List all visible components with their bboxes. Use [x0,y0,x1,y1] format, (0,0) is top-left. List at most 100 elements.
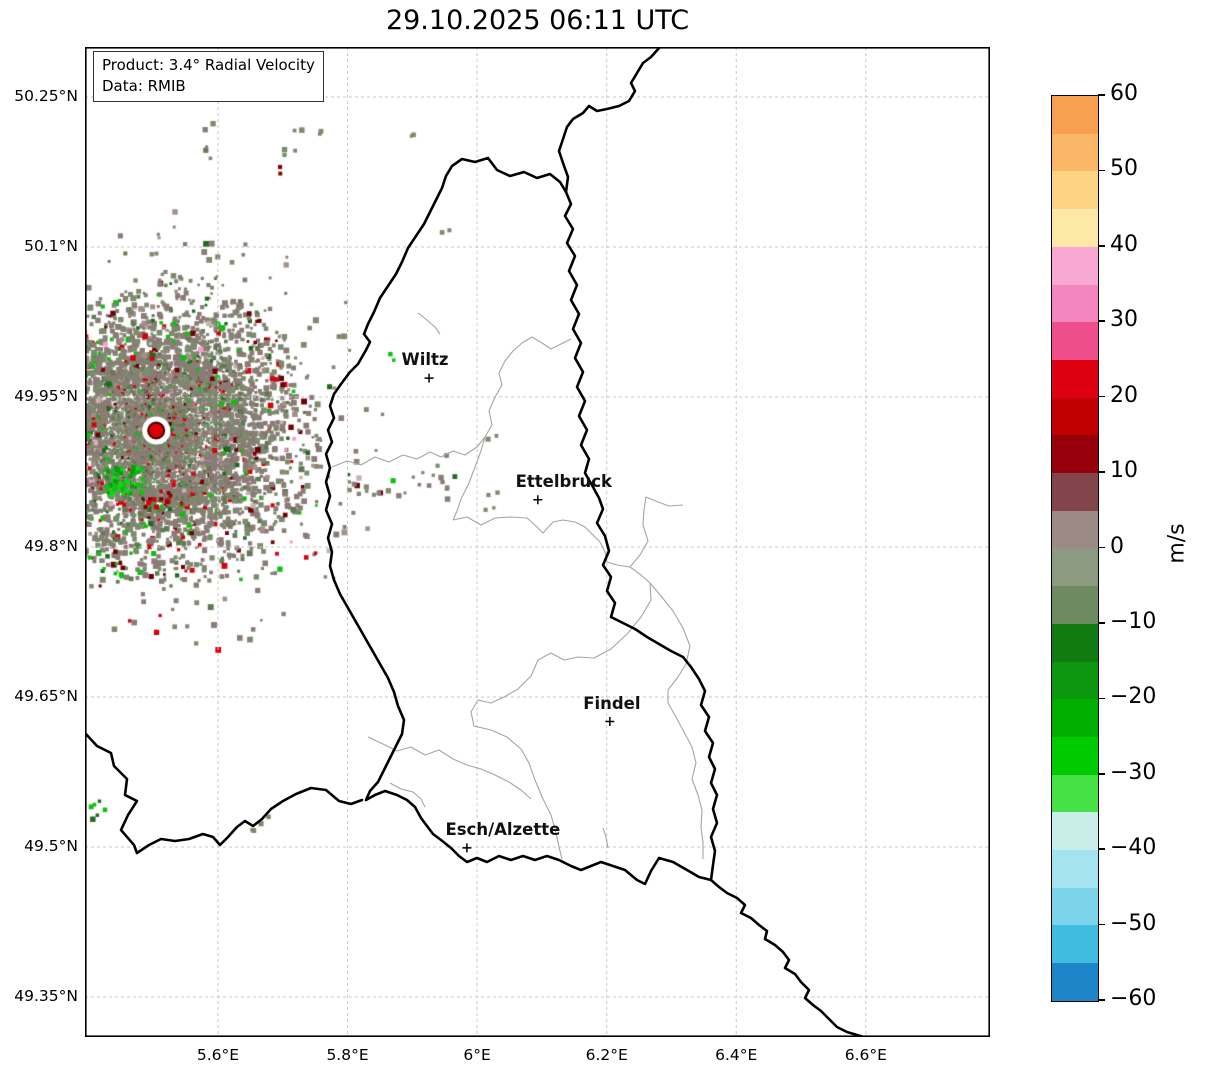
colorbar-tick [1098,848,1105,850]
france-germany-border [709,878,868,1037]
colorbar-tick-label: 60 [1110,81,1138,106]
colorbar-band [1052,435,1098,474]
colorbar-tick-label: 40 [1110,231,1138,257]
colorbar-band [1052,133,1098,172]
colorbar-band [1052,925,1098,964]
colorbar-band [1052,171,1098,210]
city-label: Wiltz [401,350,449,370]
radar-velocity-field [85,47,990,1037]
colorbar-band [1052,736,1098,775]
colorbar-tick-label: 50 [1110,156,1138,182]
colorbar-band [1052,699,1098,737]
colorbar-band [1052,397,1098,436]
river-line [417,312,441,335]
canton-boundary [629,496,684,568]
colorbar-tick [1098,169,1105,172]
product-info-box: Product: 3.4° Radial Velocity Data: RMIB [93,51,324,102]
lat-tick-label: 49.8°N [24,537,78,555]
colorbar-band [1052,963,1098,1001]
canton-boundaries [331,312,704,860]
colorbar-tick [1098,94,1105,96]
colorbar-tick-label: −30 [1110,759,1157,785]
colorbar-tick [1098,772,1105,775]
map-layers [85,47,990,1037]
city-marker [533,495,543,505]
colorbar-tick-label: −20 [1110,684,1157,710]
colorbar-tick [1098,395,1105,398]
colorbar-band [1052,284,1098,323]
city-marker [462,843,472,853]
canton-boundary [452,516,651,584]
belgium-germany-border [557,47,662,194]
colorbar-tick-label: 20 [1110,382,1138,408]
canton-boundary [367,736,532,800]
lon-tick-label: 6.2°E [585,1046,628,1064]
colorbar-band [1052,322,1098,360]
colorbar-tick-label: −60 [1110,986,1157,1011]
colorbar-band [1052,473,1098,511]
colorbar-band [1052,586,1098,624]
canton-boundary [470,582,652,860]
colorbar-tick-label: −40 [1110,835,1157,861]
city-label: Ettelbruck [515,471,612,491]
colorbar-band [1052,548,1098,587]
colorbar-tick-label: −10 [1110,608,1157,634]
colorbar-tick [1098,546,1105,549]
city-label: Findel [583,693,641,713]
colorbar-tick-label: 30 [1110,307,1138,333]
lon-tick-label: 6.4°E [715,1046,758,1064]
colorbar-band [1052,887,1098,926]
city-marker [605,717,615,726]
colorbar-band [1052,850,1098,888]
colorbar-tick [1098,923,1105,926]
product-line: Product: 3.4° Radial Velocity [102,56,315,74]
colorbar-tick-label: −50 [1110,910,1157,936]
colorbar-band [1052,661,1098,700]
colorbar-band [1052,812,1098,851]
lon-tick-label: 5.8°E [326,1046,369,1064]
country-borders [85,47,868,1037]
lon-tick-label: 5.6°E [196,1046,240,1064]
city-markers [424,373,615,853]
colorbar-band [1052,774,1098,813]
city-label: Esch/Alzette [445,819,561,839]
canton-boundary [452,436,486,521]
colorbar-tick [1098,999,1105,1001]
colorbar-tick [1098,245,1105,247]
figure-title: 29.10.2025 06:11 UTC [385,5,690,36]
colorbar-band [1052,510,1098,549]
colorbar-band [1052,246,1098,285]
france-belgium-border [85,731,364,855]
canton-boundary [331,336,572,468]
data-source-line: Data: RMIB [102,77,186,95]
lat-tick-label: 49.35°N [14,987,78,1005]
city-marker [424,373,434,383]
colorbar-tick [1098,622,1105,624]
colorbar-unit-label: m/s [1164,523,1190,564]
lat-tick-label: 49.95°N [14,387,78,405]
velocity-colorbar [1051,95,1099,1002]
lat-tick-label: 49.65°N [14,687,78,705]
lon-tick-label: 6.6°E [844,1046,887,1064]
graticule-gridlines [85,47,990,1037]
luxembourg-border [324,156,719,886]
map-plot-area: Product: 3.4° Radial Velocity Data: RMIB… [85,47,990,1037]
river-line [602,827,609,849]
colorbar-tick-label: 10 [1110,458,1138,484]
colorbar-band [1052,359,1098,398]
lat-tick-label: 50.1°N [24,237,78,255]
lon-tick-label: 6°E [463,1046,491,1064]
plot-frame [85,47,990,1037]
colorbar-tick [1098,471,1105,473]
colorbar-band [1052,209,1098,247]
canton-boundary [649,582,704,859]
colorbar-tick [1098,320,1105,323]
colorbar-tick [1098,697,1105,700]
colorbar-band [1052,623,1098,662]
lat-tick-label: 50.25°N [14,87,78,105]
river-line [389,782,426,808]
colorbar-band [1052,96,1098,134]
colorbar-tick-label: 0 [1110,533,1124,559]
lat-tick-label: 49.5°N [24,837,78,855]
